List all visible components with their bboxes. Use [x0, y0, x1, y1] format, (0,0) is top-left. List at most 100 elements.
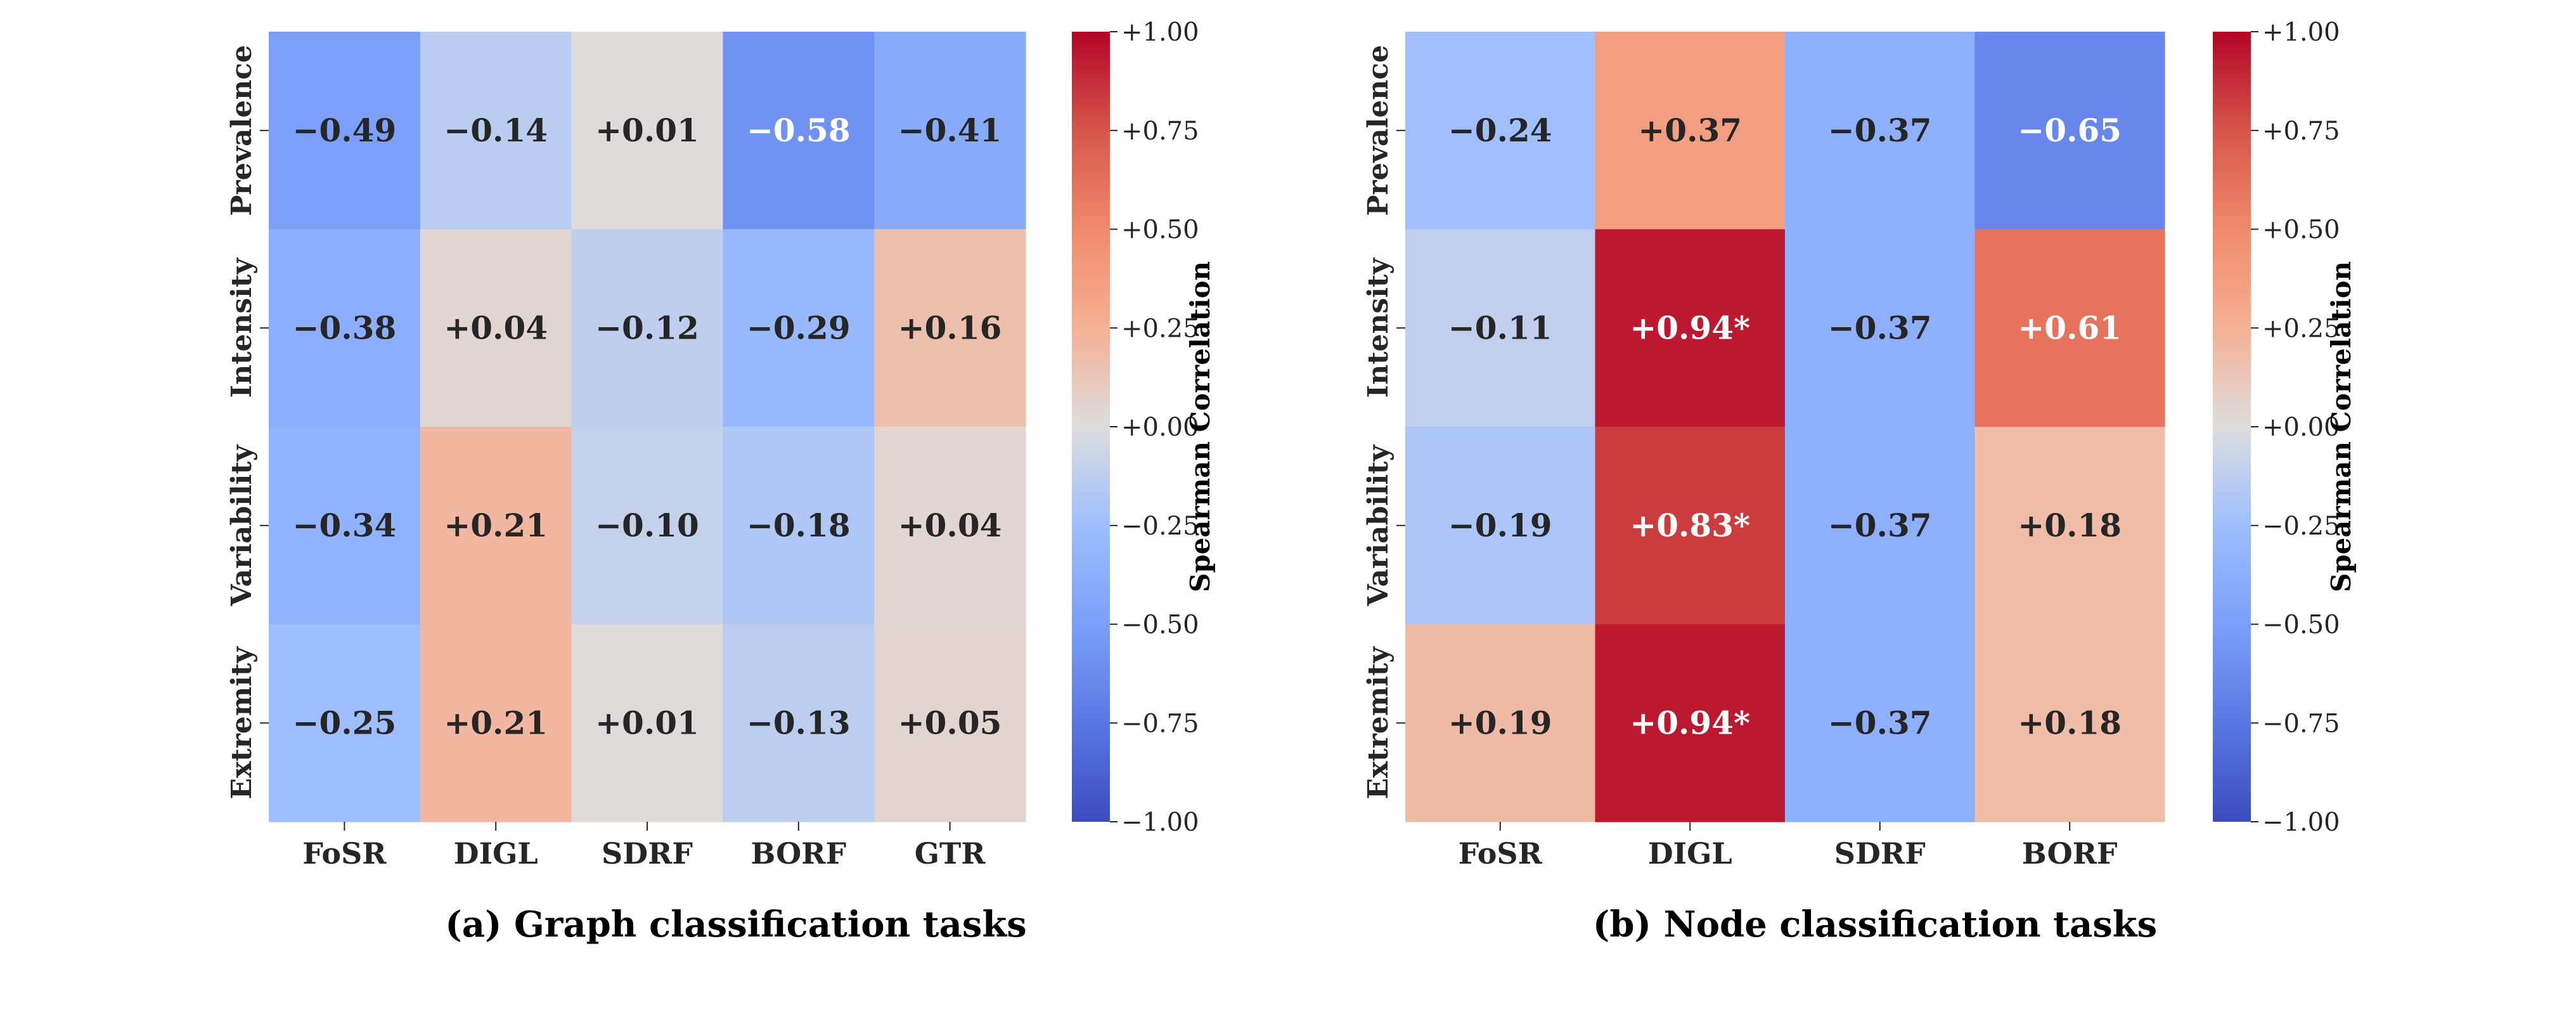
- cell-value-label: +0.94*: [1630, 704, 1750, 741]
- cell-value-label: −0.34: [293, 507, 397, 544]
- colorbar-tick-label: +0.25: [2262, 314, 2340, 343]
- cell-value-label: +0.16: [898, 309, 1002, 346]
- cell-value-label: −0.18: [747, 507, 851, 544]
- colorbar-tick-label: −0.25: [2262, 512, 2340, 541]
- column-label-sdrf: SDRF: [1834, 836, 1926, 871]
- row-label-intensity: Intensity: [1362, 257, 1394, 398]
- cell-intensity-sdrf: [1785, 229, 1976, 427]
- cell-value-label: −0.37: [1828, 309, 1932, 346]
- cell-value-label: +0.18: [2018, 704, 2122, 741]
- cell-value-label: −0.14: [444, 112, 548, 149]
- cell-value-label: −0.37: [1828, 704, 1932, 741]
- heatmap-cells: −0.49 −0.14 +0.01 −0.58 −0.41 −0.38 +0.04 −0.12…: [269, 32, 1026, 822]
- colorbar-tick-label: +0.75: [2262, 117, 2340, 146]
- cell-value-label: −0.11: [1448, 309, 1552, 346]
- colorbar-gradient: [2213, 32, 2251, 822]
- row-labels: Prevalence Intensity Variability Extremity: [1362, 45, 1405, 800]
- column-label-fosr: FoSR: [1459, 836, 1543, 871]
- cell-value-label: −0.58: [747, 112, 851, 149]
- cell-variability-gtr: [874, 427, 1026, 625]
- cell-extremity-borf: [723, 624, 875, 822]
- row-label-variability: Variability: [226, 444, 258, 606]
- row-label-intensity: Intensity: [226, 257, 258, 398]
- cell-extremity-borf: [1974, 624, 2165, 822]
- colorbar-ticks: +1.00 +0.75 +0.50 +0.25 +0.00 −0.25 −0.50 −0.75…: [1110, 18, 1199, 837]
- cell-variability-digl: [1595, 427, 1786, 625]
- column-label-digl: DIGL: [454, 836, 538, 871]
- cell-variability-borf: [723, 427, 875, 625]
- colorbar-tick-label: +0.75: [1121, 117, 1199, 146]
- row-label-variability: Variability: [1362, 444, 1394, 606]
- cell-extremity-digl: [1595, 624, 1786, 822]
- column-label-gtr: GTR: [915, 836, 986, 871]
- column-label-borf: BORF: [750, 836, 846, 871]
- row-label-prevalence: Prevalence: [226, 45, 258, 216]
- cell-intensity-fosr: [269, 229, 421, 427]
- cell-value-label: −0.37: [1828, 112, 1932, 149]
- column-label-digl: DIGL: [1648, 836, 1732, 871]
- cell-intensity-digl: [1595, 229, 1786, 427]
- cell-intensity-fosr: [1405, 229, 1596, 427]
- cell-value-label: −0.19: [1448, 507, 1552, 544]
- cell-value-label: +0.21: [444, 507, 548, 544]
- colorbar-tick-label: −1.00: [1121, 808, 1199, 837]
- column-label-fosr: FoSR: [302, 836, 387, 871]
- cell-value-label: −0.10: [595, 507, 699, 544]
- cell-value-label: −0.65: [2018, 112, 2122, 149]
- cell-value-label: −0.25: [293, 704, 397, 741]
- colorbar-tick-label: −0.25: [1121, 512, 1199, 541]
- cell-variability-fosr: [269, 427, 421, 625]
- cell-value-label: −0.12: [595, 309, 699, 346]
- cell-prevalence-borf: [1974, 32, 2165, 230]
- cell-value-label: +0.37: [1638, 112, 1742, 149]
- cell-prevalence-borf: [723, 32, 875, 230]
- cell-value-label: +0.05: [898, 704, 1002, 741]
- heatmap-cells: −0.24 +0.37 −0.37 −0.65 −0.11 +0.94* −0.37 +0.6…: [1405, 32, 2165, 822]
- row-label-extremity: Extremity: [226, 646, 258, 800]
- column-label-borf: BORF: [2022, 836, 2118, 871]
- cell-value-label: −0.38: [293, 309, 397, 346]
- colorbar-tick-label: +0.00: [1121, 413, 1199, 442]
- cell-value-label: +0.21: [444, 704, 548, 741]
- row-label-prevalence: Prevalence: [1362, 45, 1394, 216]
- colorbar-label: Spearman Correlation: [1185, 261, 1216, 592]
- cell-extremity-sdrf: [1785, 624, 1976, 822]
- colorbar-tick-label: +1.00: [2262, 18, 2340, 47]
- caption-b: (b) Node classification tasks: [1593, 904, 2157, 945]
- colorbar-tick-label: −1.00: [2262, 808, 2340, 837]
- cell-value-label: +0.61: [2018, 309, 2122, 346]
- colorbar-tick-label: +0.50: [1121, 216, 1199, 245]
- colorbar: +1.00 +0.75 +0.50 +0.25 +0.00 −0.25 −0.50 −0.75…: [1072, 18, 1216, 837]
- cell-value-label: +0.01: [595, 704, 699, 741]
- colorbar-tick-label: +0.25: [1121, 314, 1199, 343]
- cell-extremity-digl: [420, 624, 572, 822]
- cell-value-label: +0.01: [595, 112, 699, 149]
- colorbar: +1.00 +0.75 +0.50 +0.25 +0.00 −0.25 −0.50 −0.75…: [2213, 18, 2357, 837]
- cell-intensity-borf: [723, 229, 875, 427]
- heatmap-graph-classification: −0.49 −0.14 +0.01 −0.58 −0.41 −0.38 +0.04 −0.12…: [226, 18, 1216, 945]
- cell-value-label: +0.04: [898, 507, 1002, 544]
- column-labels: FoSR DIGL SDRF BORF: [1459, 822, 2118, 871]
- cell-intensity-gtr: [874, 229, 1026, 427]
- cell-value-label: +0.04: [444, 309, 548, 346]
- row-label-extremity: Extremity: [1362, 646, 1394, 800]
- cell-value-label: −0.24: [1448, 112, 1552, 149]
- column-labels: FoSR DIGL SDRF BORF GTR: [302, 822, 986, 871]
- cell-prevalence-digl: [420, 32, 572, 230]
- cell-value-label: +0.18: [2018, 507, 2122, 544]
- column-label-sdrf: SDRF: [602, 836, 693, 871]
- cell-variability-borf: [1974, 427, 2165, 625]
- cell-value-label: −0.41: [898, 112, 1002, 149]
- cell-intensity-digl: [420, 229, 572, 427]
- cell-variability-sdrf: [571, 427, 723, 625]
- colorbar-label: Spearman Correlation: [2326, 261, 2357, 592]
- heatmap-node-classification: −0.24 +0.37 −0.37 −0.65 −0.11 +0.94* −0.37 +0.6…: [1362, 18, 2357, 945]
- colorbar-tick-label: −0.50: [1121, 611, 1199, 640]
- cell-variability-sdrf: [1785, 427, 1976, 625]
- colorbar-tick-label: +0.00: [2262, 413, 2340, 442]
- cell-variability-digl: [420, 427, 572, 625]
- colorbar-tick-label: −0.50: [2262, 611, 2340, 640]
- cell-prevalence-gtr: [874, 32, 1026, 230]
- cell-variability-fosr: [1405, 427, 1596, 625]
